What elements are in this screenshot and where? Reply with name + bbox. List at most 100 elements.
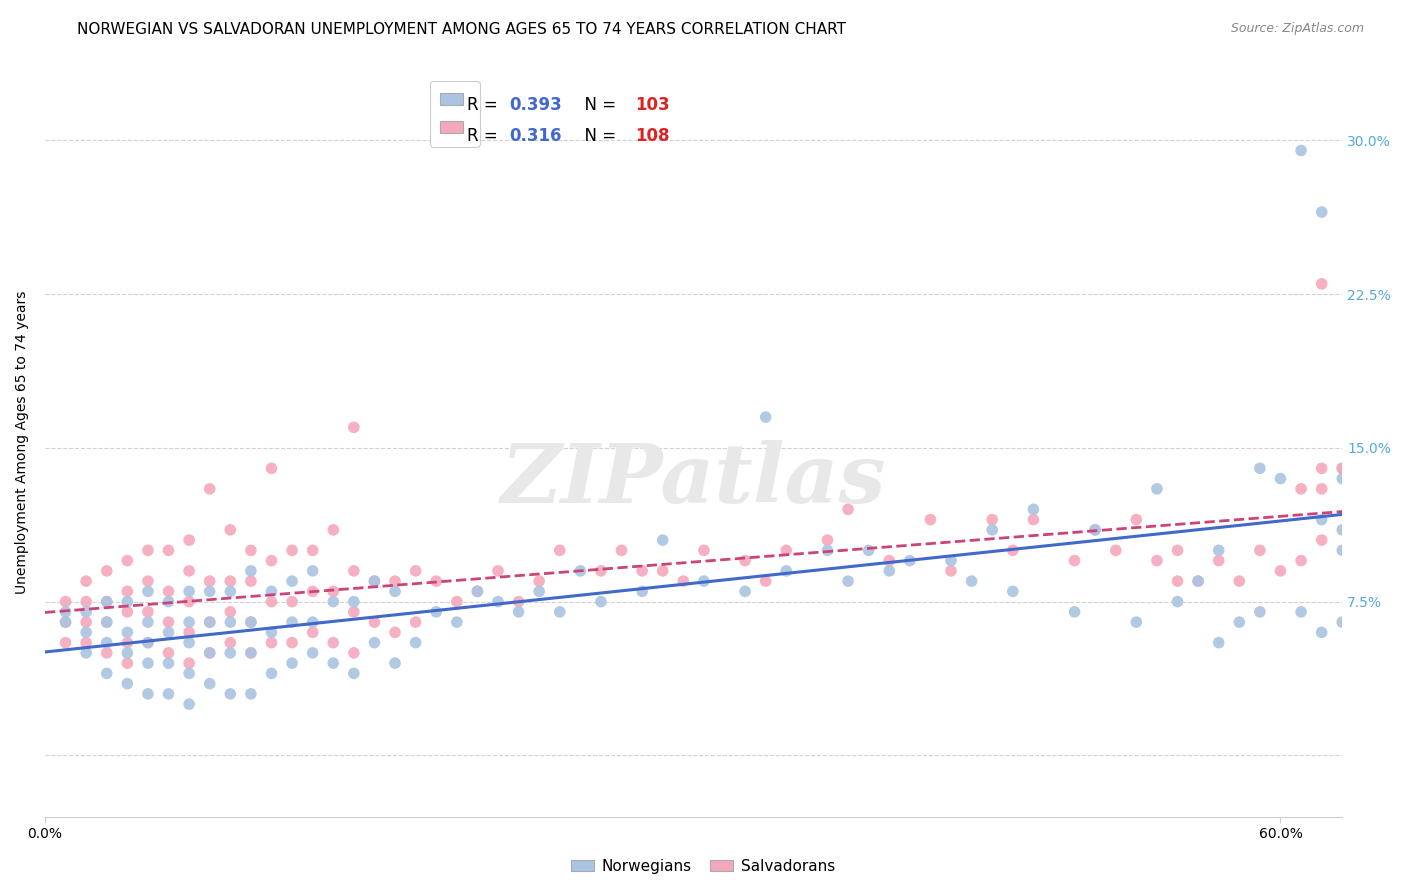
Point bbox=[1105, 543, 1128, 558]
Point bbox=[817, 533, 839, 547]
Point bbox=[55, 635, 77, 649]
Point bbox=[898, 553, 921, 567]
Point bbox=[219, 646, 242, 660]
Point bbox=[425, 574, 447, 588]
Point bbox=[136, 687, 159, 701]
Point bbox=[651, 533, 673, 547]
Point bbox=[96, 646, 118, 660]
Point bbox=[1270, 472, 1292, 486]
Point bbox=[136, 656, 159, 670]
Point bbox=[467, 584, 489, 599]
Point bbox=[179, 615, 201, 629]
Point bbox=[260, 666, 283, 681]
Point bbox=[1063, 605, 1085, 619]
Point bbox=[548, 543, 571, 558]
Point bbox=[75, 594, 97, 608]
Point bbox=[960, 574, 983, 588]
Point bbox=[734, 553, 756, 567]
Point bbox=[136, 543, 159, 558]
Point bbox=[239, 687, 262, 701]
Y-axis label: Unemployment Among Ages 65 to 74 years: Unemployment Among Ages 65 to 74 years bbox=[15, 291, 30, 594]
Point bbox=[96, 615, 118, 629]
Point bbox=[136, 635, 159, 649]
Point bbox=[939, 553, 962, 567]
Point bbox=[55, 594, 77, 608]
Point bbox=[198, 676, 221, 690]
Point bbox=[281, 574, 304, 588]
Point bbox=[363, 615, 385, 629]
Point bbox=[1270, 564, 1292, 578]
Point bbox=[1227, 574, 1250, 588]
Point bbox=[631, 564, 654, 578]
Point bbox=[1289, 553, 1312, 567]
Point bbox=[1331, 461, 1354, 475]
Point bbox=[1289, 144, 1312, 158]
Point bbox=[1022, 513, 1045, 527]
Point bbox=[363, 635, 385, 649]
Point bbox=[1125, 615, 1147, 629]
Point bbox=[1289, 605, 1312, 619]
Point bbox=[1208, 635, 1230, 649]
Point bbox=[157, 646, 180, 660]
Point bbox=[1001, 543, 1024, 558]
Point bbox=[198, 482, 221, 496]
Point bbox=[405, 564, 427, 578]
Point bbox=[384, 656, 406, 670]
Point bbox=[569, 564, 592, 578]
Point bbox=[693, 543, 716, 558]
Point bbox=[405, 635, 427, 649]
Point bbox=[877, 553, 900, 567]
Point bbox=[1249, 605, 1271, 619]
Point bbox=[179, 656, 201, 670]
Text: N =: N = bbox=[574, 127, 621, 145]
Point bbox=[425, 605, 447, 619]
Point bbox=[1167, 594, 1189, 608]
Point bbox=[939, 564, 962, 578]
Point bbox=[486, 564, 509, 578]
Point bbox=[981, 513, 1004, 527]
Point bbox=[817, 543, 839, 558]
Point bbox=[486, 594, 509, 608]
Point bbox=[179, 594, 201, 608]
Point bbox=[1289, 482, 1312, 496]
Point bbox=[1331, 461, 1354, 475]
Point bbox=[55, 615, 77, 629]
Point bbox=[198, 646, 221, 660]
Point bbox=[117, 625, 139, 640]
Point bbox=[1331, 472, 1354, 486]
Point bbox=[508, 594, 530, 608]
Point bbox=[219, 615, 242, 629]
Point bbox=[96, 615, 118, 629]
Point bbox=[322, 635, 344, 649]
Point bbox=[157, 615, 180, 629]
Point bbox=[239, 646, 262, 660]
Point bbox=[343, 564, 366, 578]
Point bbox=[96, 666, 118, 681]
Point bbox=[301, 615, 323, 629]
Text: 0.393: 0.393 bbox=[509, 96, 562, 114]
Point bbox=[219, 687, 242, 701]
Point bbox=[75, 574, 97, 588]
Point bbox=[281, 543, 304, 558]
Point bbox=[837, 502, 859, 516]
Point bbox=[117, 553, 139, 567]
Point bbox=[179, 584, 201, 599]
Point bbox=[157, 584, 180, 599]
Point bbox=[301, 543, 323, 558]
Point bbox=[527, 584, 550, 599]
Point bbox=[157, 543, 180, 558]
Point bbox=[651, 564, 673, 578]
Point bbox=[260, 635, 283, 649]
Point bbox=[384, 625, 406, 640]
Point bbox=[179, 697, 201, 711]
Point bbox=[75, 635, 97, 649]
Point bbox=[117, 584, 139, 599]
Point bbox=[117, 676, 139, 690]
Point bbox=[179, 625, 201, 640]
Point bbox=[363, 574, 385, 588]
Point bbox=[981, 523, 1004, 537]
Point bbox=[1310, 482, 1333, 496]
Point bbox=[281, 594, 304, 608]
Point bbox=[75, 646, 97, 660]
Point bbox=[55, 615, 77, 629]
